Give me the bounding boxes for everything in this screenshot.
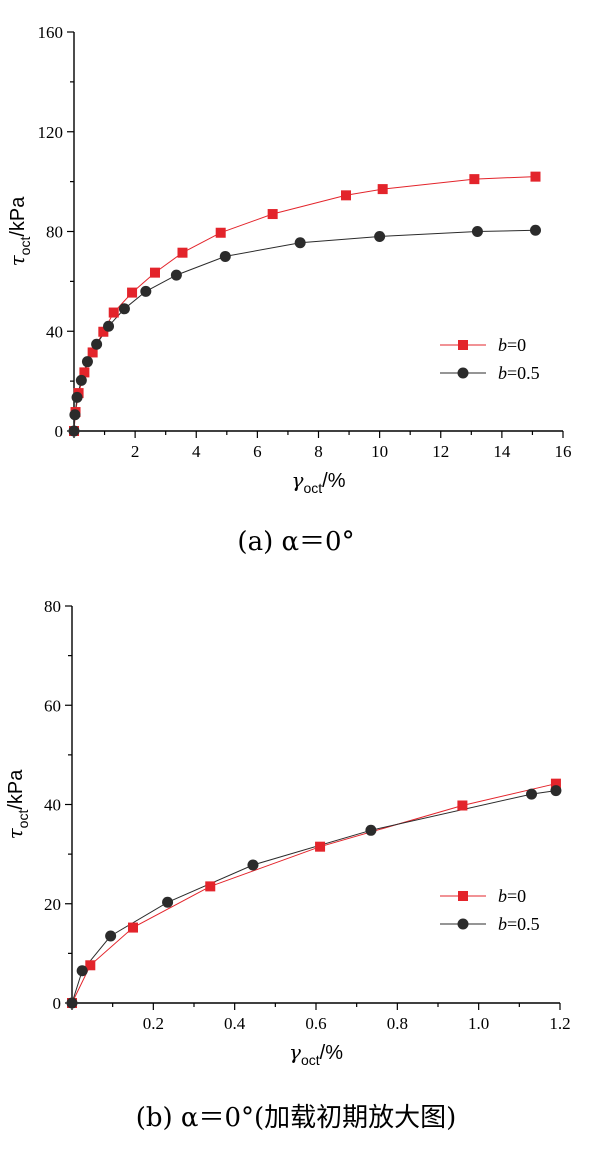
y-tick-label: 40 [44,796,61,815]
data-point-series-0 [469,174,480,185]
data-point-series-1 [526,788,538,800]
x-tick-label: 0.2 [143,1014,164,1033]
data-point-series-1 [75,374,87,386]
x-tick-label: 0.6 [305,1014,326,1033]
y-tick-label: 0 [53,994,62,1013]
x-tick-label: 12 [432,442,449,461]
data-point-series-0 [215,227,226,238]
data-point-series-1 [66,997,78,1009]
data-point-series-1 [471,226,483,237]
x-tick-label: 6 [253,442,262,461]
data-point-series-1 [76,965,88,977]
data-point-series-1 [71,391,83,403]
series-line-0 [71,783,557,1004]
y-tick-label: 40 [46,322,63,341]
x-tick-label: 1.2 [549,1014,570,1033]
data-point-series-0 [127,287,138,298]
y-axis-title: τoct/kPa [3,769,31,840]
y-tick-label: 80 [46,223,63,242]
data-point-series-0 [457,800,468,811]
data-point-series-1 [69,409,81,421]
x-tick-label: 4 [192,442,201,461]
x-tick-label: 2 [131,442,140,461]
data-point-series-1 [162,896,174,908]
data-point-series-0 [550,778,561,789]
legend-label: b=0 [498,886,526,906]
data-point-series-0 [98,326,109,337]
series-line-0 [73,176,536,432]
y-tick-label: 60 [44,696,61,715]
data-point-series-1 [103,320,115,332]
data-point-series-1 [105,930,117,942]
chart-panel-b: 0 20 40 60 80 0.2 0.4 0.6 0.8 1.0 1.2 γoct/% τoct/kP… [3,597,571,1133]
data-point-series-0 [149,267,160,278]
series-line-1 [71,790,556,1004]
legend-marker [457,918,469,930]
y-tick-label: 0 [55,422,64,441]
legend-marker [458,891,468,901]
data-point-series-0 [530,171,541,182]
x-tick-label: 0.8 [387,1014,408,1033]
data-point-series-1 [529,224,541,236]
data-point-series-1 [550,785,562,797]
y-axis-title: τoct/kPa [5,196,33,267]
data-point-series-0 [79,367,90,378]
legend-label: b=0.5 [498,914,540,934]
data-point-series-1 [374,230,386,242]
data-point-series-0 [128,922,138,933]
data-point-series-1 [170,269,182,281]
data-point-series-1 [68,425,80,437]
x-axis-title: γoct/% [292,468,346,496]
series-line-1 [73,229,536,432]
y-tick-label: 20 [44,895,61,914]
data-point-series-1 [247,859,259,871]
data-point-series-0 [177,247,188,258]
legend-marker [458,340,468,350]
x-tick-label: 8 [314,442,323,461]
data-point-series-0 [377,184,388,195]
x-axis-title: γoct/% [289,1040,343,1068]
chart-panel-a: 0 40 80 120 160 2 4 6 8 10 12 14 16 γoct/% τoct/kPa b=0… [5,23,572,557]
x-tick-label: 16 [555,442,572,461]
data-point-series-1 [219,250,231,262]
data-point-series-0 [315,841,326,852]
figure-caption: (a) α＝0° [237,527,354,557]
data-point-series-0 [87,347,98,358]
legend-marker [457,367,469,379]
data-point-series-0 [341,190,352,201]
x-tick-label: 14 [493,442,511,461]
data-point-series-1 [81,356,93,368]
data-point-series-1 [91,338,103,350]
legend-label: b=0 [498,335,526,355]
data-point-series-0 [85,960,96,971]
y-tick-label: 120 [38,123,64,142]
data-point-series-1 [365,824,377,836]
legend-label: b=0.5 [498,363,540,383]
data-point-series-1 [118,303,130,315]
x-tick-label: 10 [371,442,388,461]
y-tick-label: 80 [44,597,61,616]
data-point-series-1 [140,285,152,297]
y-tick-label: 160 [38,23,64,42]
data-point-series-0 [205,881,216,892]
data-point-series-0 [108,307,119,318]
data-point-series-0 [267,209,278,220]
x-tick-label: 0.4 [224,1014,246,1033]
data-point-series-1 [294,237,306,249]
figure-caption: (b) α＝0°(加载初期放大图) [136,1103,457,1133]
x-tick-label: 1.0 [468,1014,489,1033]
